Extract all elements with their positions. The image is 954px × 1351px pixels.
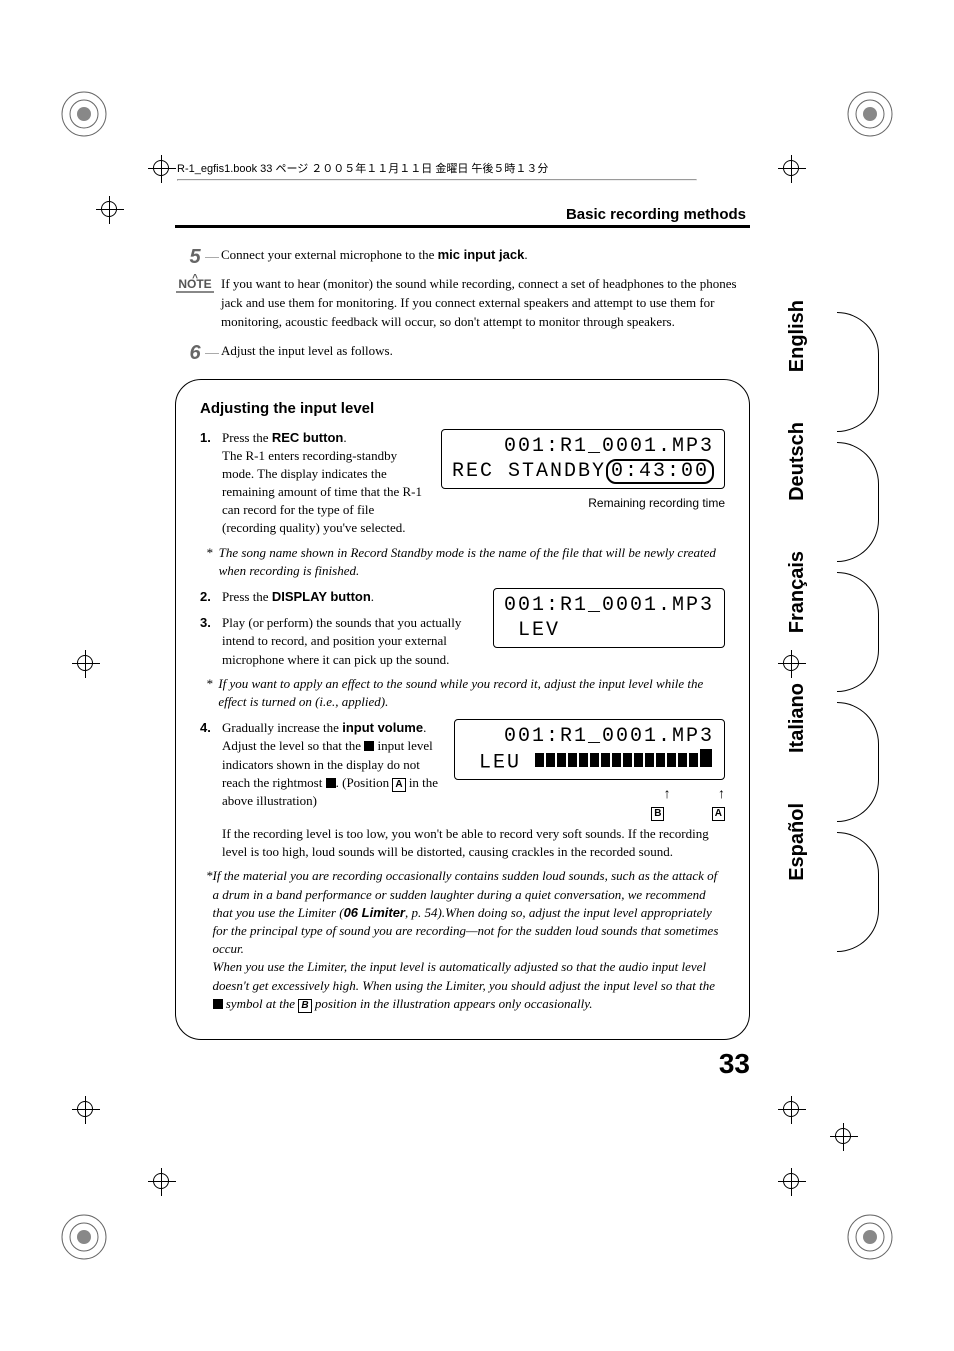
marker-b-inline: B: [298, 999, 311, 1013]
print-job-text: R-1_egfis1.book 33 ページ ２００５年１１月１１日 金曜日 午…: [177, 163, 548, 175]
item-number: 3.: [200, 614, 222, 632]
lcd-remaining-time: 0:43:00: [606, 459, 714, 484]
step-6: 6 Adjust the input level as follows.: [175, 342, 750, 365]
header-rule: [177, 179, 697, 181]
footnote-text: The song name shown in Record Standby mo…: [219, 544, 725, 580]
lcd-caption: Remaining recording time: [441, 495, 725, 512]
adjusting-input-level-box: Adjusting the input level 001:R1_0001.MP…: [175, 379, 750, 1040]
marker-b: B: [651, 807, 664, 821]
note-icon: ^NOTE: [175, 275, 215, 293]
item3-body: Play (or perform) the sounds that you ac…: [222, 614, 483, 669]
rec-button-label: REC button: [272, 430, 343, 445]
step-5-body: Connect your external microphone to the …: [215, 246, 750, 265]
page-number: 33: [719, 1048, 750, 1080]
step5-text-c: .: [524, 247, 527, 262]
level-meter-bars: [535, 749, 714, 775]
t: position in the illustration appears onl…: [312, 996, 593, 1011]
marker-a: A: [712, 807, 725, 821]
lcd-line2: LEV: [504, 619, 560, 642]
arrow-up-icon: ↑: [664, 785, 671, 801]
lang-tab-francais[interactable]: Français: [786, 551, 809, 633]
print-job-header: R-1_egfis1.book 33 ページ ２００５年１１月１１日 金曜日 午…: [177, 160, 697, 187]
crosshair-icon: [778, 155, 806, 183]
crosshair-icon: [96, 196, 124, 224]
lcd-rec-standby: 001:R1_0001.MP3 REC STANDBY0:43:00: [441, 429, 725, 489]
step5-note-body: If you want to hear (monitor) the sound …: [215, 275, 750, 332]
t: .: [371, 589, 374, 604]
t: .: [423, 720, 426, 735]
step-5: 5 Connect your external microphone to th…: [175, 246, 750, 269]
lang-tab-espanol[interactable]: Español: [786, 803, 809, 881]
t: Press the: [222, 430, 272, 445]
box-item-4: 001:R1_0001.MP3 LEU ↑ ↑ B A 4. Gradually…: [200, 719, 725, 1013]
lang-label: Italiano: [786, 683, 808, 753]
marker-a-inline: A: [392, 778, 405, 792]
black-square-icon: [364, 741, 374, 751]
lang-tab-english[interactable]: English: [786, 300, 809, 372]
lcd-line2a: REC STANDBY: [452, 460, 606, 483]
lang-tab-italiano[interactable]: Italiano: [786, 683, 809, 753]
crosshair-icon: [72, 1096, 100, 1124]
crosshair-icon: [778, 1096, 806, 1124]
step-5-note: ^NOTE If you want to hear (monitor) the …: [175, 275, 750, 332]
input-volume-label: input volume: [342, 720, 423, 735]
t: symbol at the: [223, 996, 299, 1011]
mic-input-jack-label: mic input jack: [438, 247, 525, 262]
t: Gradually increase the: [222, 720, 342, 735]
page-body: Basic recording methods 5 Connect your e…: [175, 206, 750, 1040]
crosshair-icon: [148, 1168, 176, 1196]
language-tab-rail: English Deutsch Français Italiano Españo…: [786, 300, 846, 931]
box-item-2: 001:R1_0001.MP3 LEV 2. Press the DISPLAY…: [200, 588, 725, 606]
crosshair-icon: [778, 1168, 806, 1196]
limiter-ref: 06 Limiter: [344, 905, 405, 920]
item3-footnote: * If you want to apply an effect to the …: [206, 675, 725, 711]
item4-body2: If the recording level is too low, you w…: [222, 825, 725, 861]
crosshair-icon: [830, 1123, 858, 1151]
lcd-level-meter: 001:R1_0001.MP3 LEU: [454, 719, 725, 780]
step-number: 6: [175, 342, 215, 365]
lang-label: Français: [786, 551, 808, 633]
lang-label: English: [786, 300, 808, 372]
t: . (Position: [336, 775, 393, 790]
black-square-icon: [326, 778, 336, 788]
item-number: 4.: [200, 719, 222, 737]
black-square-icon: [213, 999, 223, 1009]
registration-rosette: [60, 90, 108, 138]
item-number: 2.: [200, 588, 222, 606]
box-heading: Adjusting the input level: [200, 398, 725, 419]
item1-body: The R-1 enters recording-standby mode. T…: [222, 448, 422, 536]
crosshair-icon: [148, 155, 176, 183]
t: When you use the Limiter, the input leve…: [213, 959, 715, 992]
section-title: Basic recording methods: [175, 206, 750, 228]
step5-text-a: Connect your external microphone to the: [221, 247, 438, 262]
crosshair-icon: [72, 650, 100, 678]
step-number: 5: [175, 246, 215, 269]
item1-footnote: * The song name shown in Record Standby …: [206, 544, 725, 580]
lang-label: Español: [786, 803, 808, 881]
lcd-line1: 001:R1_0001.MP3: [504, 725, 714, 748]
display-button-label: DISPLAY button: [272, 589, 371, 604]
registration-rosette: [846, 1213, 894, 1261]
t: Adjust the level so that the: [222, 738, 364, 753]
lcd-display: 001:R1_0001.MP3 LEV: [493, 588, 725, 648]
t: Press the: [222, 589, 272, 604]
item-number: 1.: [200, 429, 222, 447]
item4-footnote: * If the material you are recording occa…: [206, 867, 725, 1013]
t: .: [343, 430, 346, 445]
registration-rosette: [60, 1213, 108, 1261]
lang-label: Deutsch: [786, 422, 808, 501]
registration-rosette: [846, 90, 894, 138]
lcd-line1: 001:R1_0001.MP3: [504, 594, 714, 617]
lcd-lev-label: LEU: [465, 751, 535, 774]
lang-tab-deutsch[interactable]: Deutsch: [786, 422, 809, 501]
footnote-text: If you want to apply an effect to the so…: [218, 675, 725, 711]
lcd-line1: 001:R1_0001.MP3: [504, 435, 714, 458]
arrow-up-icon: ↑: [718, 785, 725, 801]
step6-text: Adjust the input level as follows.: [215, 342, 750, 361]
box-item-1: 001:R1_0001.MP3 REC STANDBY0:43:00 Remai…: [200, 429, 725, 581]
